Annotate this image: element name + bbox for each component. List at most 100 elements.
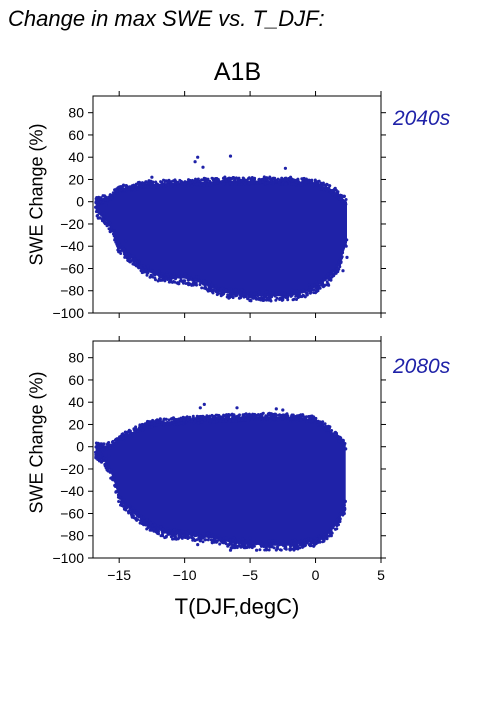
data-point xyxy=(188,276,191,279)
data-point xyxy=(99,459,102,463)
outlier-point xyxy=(202,402,206,406)
y-tick-label: −80 xyxy=(60,283,84,299)
y-tick-label: 60 xyxy=(68,372,84,388)
data-point xyxy=(254,542,258,546)
data-point xyxy=(135,513,139,517)
data-point xyxy=(270,539,274,543)
data-point xyxy=(210,182,214,186)
data-point xyxy=(102,456,106,460)
data-point xyxy=(305,293,309,297)
data-point xyxy=(186,537,190,540)
data-point xyxy=(172,420,175,424)
data-point xyxy=(273,294,277,298)
data-point xyxy=(249,415,253,419)
data-point xyxy=(279,548,283,552)
data-point xyxy=(211,414,215,418)
data-point xyxy=(264,540,268,543)
data-point xyxy=(269,179,273,183)
data-point xyxy=(103,463,107,467)
data-point xyxy=(159,534,163,538)
data-point xyxy=(212,420,216,424)
data-point xyxy=(187,178,190,182)
outlier-point xyxy=(215,289,219,293)
data-point xyxy=(194,278,197,281)
data-point xyxy=(191,283,195,287)
data-point xyxy=(197,415,201,419)
data-point xyxy=(110,476,114,480)
data-point xyxy=(178,531,181,535)
data-point xyxy=(142,264,146,267)
data-point xyxy=(145,518,149,522)
data-point xyxy=(262,175,266,179)
data-point xyxy=(184,282,188,285)
x-tick-label: 0 xyxy=(312,567,320,583)
data-point xyxy=(227,178,231,182)
data-point xyxy=(147,179,151,183)
data-point xyxy=(290,288,294,292)
data-point xyxy=(124,184,128,187)
data-point xyxy=(197,275,200,279)
data-point xyxy=(278,178,282,182)
data-point xyxy=(128,429,132,433)
data-point xyxy=(329,431,333,435)
data-point xyxy=(290,182,294,186)
data-point xyxy=(234,420,238,423)
data-point xyxy=(177,422,181,426)
data-point xyxy=(268,298,272,302)
data-point xyxy=(241,537,245,541)
data-point xyxy=(143,426,146,430)
data-point xyxy=(183,184,187,188)
data-point xyxy=(139,426,143,430)
data-point xyxy=(342,444,346,448)
data-point xyxy=(249,299,253,303)
data-point xyxy=(310,183,314,186)
data-point xyxy=(316,180,320,184)
data-point xyxy=(116,248,120,252)
data-point xyxy=(227,543,231,547)
data-point xyxy=(165,420,169,424)
data-point xyxy=(272,546,276,550)
data-point xyxy=(145,273,149,277)
outlier-point xyxy=(274,407,278,411)
data-point xyxy=(169,185,173,189)
data-point xyxy=(201,536,205,540)
data-point xyxy=(129,254,132,258)
data-point xyxy=(117,493,120,497)
data-point xyxy=(225,416,229,420)
data-point xyxy=(277,291,281,295)
data-point xyxy=(308,178,312,182)
data-point xyxy=(172,179,175,183)
data-point xyxy=(101,442,105,446)
data-point xyxy=(222,536,226,540)
outlier-point xyxy=(228,548,233,552)
data-point xyxy=(189,181,192,185)
data-point xyxy=(107,444,111,448)
outlier-point xyxy=(337,439,341,443)
data-point xyxy=(159,525,163,529)
data-point xyxy=(239,296,243,300)
data-point xyxy=(119,252,123,255)
outlier-point xyxy=(235,293,239,297)
data-point xyxy=(159,184,163,188)
data-point xyxy=(240,182,244,186)
data-point xyxy=(191,417,195,421)
data-point xyxy=(167,532,171,536)
data-point xyxy=(224,536,228,540)
data-point xyxy=(258,548,262,552)
data-point xyxy=(243,412,247,416)
outlier-point xyxy=(344,447,348,451)
data-point xyxy=(248,536,252,540)
data-point xyxy=(249,544,252,548)
data-point xyxy=(284,182,288,186)
data-point xyxy=(214,540,218,544)
outlier-point xyxy=(94,450,98,454)
data-point xyxy=(137,185,141,188)
data-point xyxy=(298,543,302,547)
y-tick-label: −60 xyxy=(60,505,84,521)
data-point xyxy=(250,540,254,544)
data-point xyxy=(205,532,209,536)
data-point xyxy=(337,523,340,527)
data-point xyxy=(204,538,208,542)
data-point xyxy=(98,216,102,220)
data-point xyxy=(264,290,268,294)
